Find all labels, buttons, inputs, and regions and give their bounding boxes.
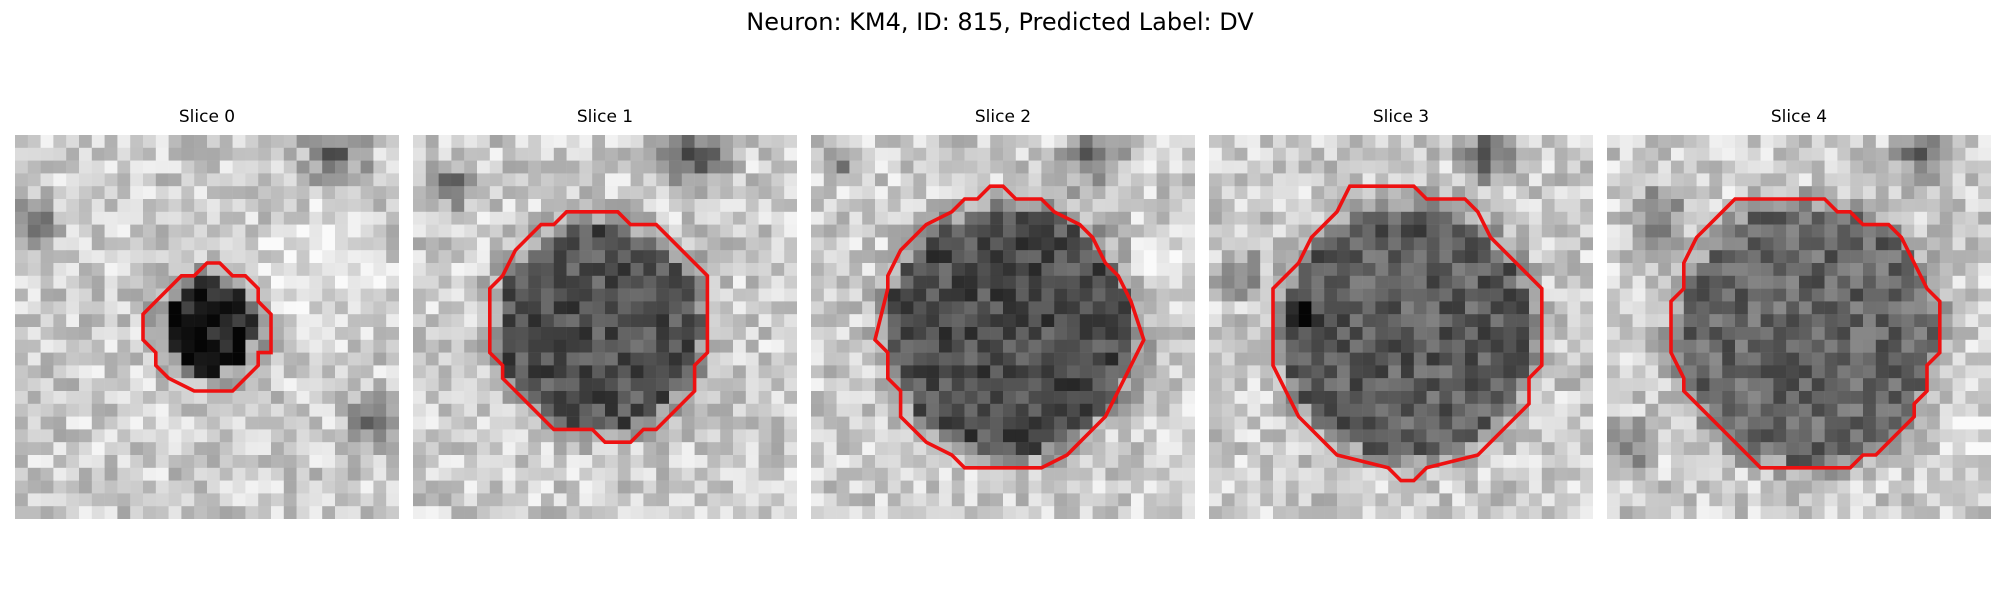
roi-contour-1	[488, 210, 710, 444]
slice-title-1: Slice 1	[576, 107, 634, 127]
roi-contour-3	[1271, 184, 1544, 483]
roi-contour-0	[141, 261, 273, 393]
slice-image-4	[1607, 135, 1991, 519]
slice-title-2: Slice 2	[974, 107, 1032, 127]
roi-contour-4	[1669, 197, 1942, 470]
slice-image-2	[811, 135, 1195, 519]
slice-image-3	[1209, 135, 1593, 519]
slice-image-0	[15, 135, 399, 519]
slice-image-1	[413, 135, 797, 519]
slice-title-3: Slice 3	[1372, 107, 1430, 127]
slice-title-0: Slice 0	[178, 107, 236, 127]
roi-contour-2	[873, 184, 1146, 470]
figure-title: Neuron: KM4, ID: 815, Predicted Label: D…	[746, 8, 1254, 36]
slice-title-4: Slice 4	[1770, 107, 1828, 127]
